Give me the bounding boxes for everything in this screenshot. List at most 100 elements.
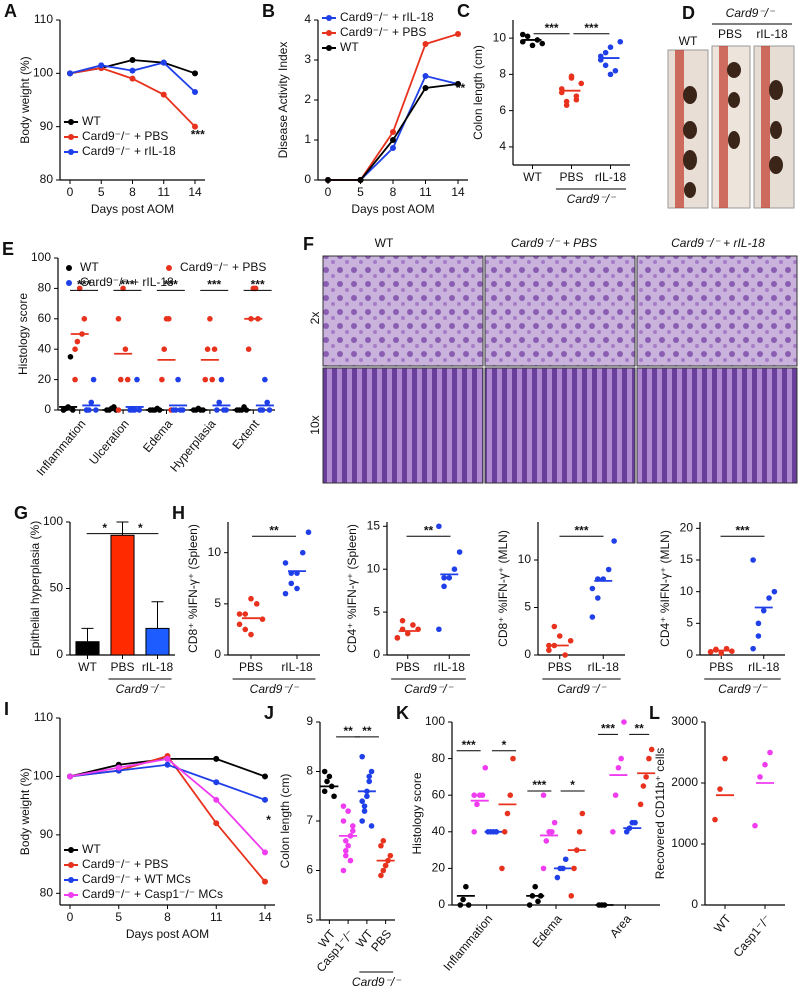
point bbox=[213, 755, 220, 762]
x-tick-label: 5 bbox=[357, 185, 364, 199]
point bbox=[546, 642, 552, 649]
y-tick-label: 80 bbox=[40, 172, 54, 186]
point bbox=[69, 407, 76, 413]
image-label: PBS bbox=[718, 27, 742, 41]
y-tick-label: 3000 bbox=[671, 714, 698, 728]
point bbox=[350, 828, 356, 834]
x-tick-label: 8 bbox=[129, 185, 136, 199]
y-tick-label: 10 bbox=[493, 30, 507, 44]
legend-marker bbox=[68, 892, 74, 898]
y-tick-label: 8 bbox=[306, 764, 313, 778]
point bbox=[540, 865, 547, 872]
point bbox=[571, 865, 577, 872]
y-tick-label: 10 bbox=[367, 561, 381, 575]
point bbox=[252, 285, 259, 292]
y-tick-label: 2 bbox=[304, 92, 311, 106]
legend-marker bbox=[68, 847, 74, 853]
point bbox=[422, 85, 429, 91]
column-label: WT bbox=[375, 236, 394, 250]
y-tick-label: 100 bbox=[33, 769, 53, 783]
y-axis-label: Recovered CD11b⁺ cells bbox=[653, 748, 667, 880]
point bbox=[164, 755, 171, 762]
y-tick-label: 110 bbox=[34, 12, 53, 26]
point bbox=[540, 792, 547, 798]
point bbox=[378, 842, 384, 849]
point bbox=[345, 842, 351, 849]
point bbox=[179, 407, 186, 413]
point bbox=[321, 788, 328, 795]
point bbox=[568, 73, 575, 79]
point bbox=[554, 874, 561, 881]
point bbox=[160, 91, 167, 98]
y-tick-label: 60 bbox=[432, 787, 446, 801]
point bbox=[242, 626, 249, 633]
legend-marker bbox=[326, 30, 332, 36]
point bbox=[757, 774, 763, 780]
point bbox=[117, 376, 124, 383]
group-label: Card9⁻/⁻ bbox=[116, 682, 166, 696]
point bbox=[546, 647, 552, 654]
x-tick-label: 11 bbox=[419, 185, 432, 199]
y-tick-label: 80 bbox=[38, 281, 52, 295]
point bbox=[562, 652, 568, 658]
point bbox=[501, 829, 508, 835]
point bbox=[410, 622, 416, 628]
annotation: *** bbox=[207, 278, 221, 292]
point bbox=[712, 816, 718, 823]
point bbox=[766, 595, 772, 601]
y-tick-label: 100 bbox=[31, 250, 51, 264]
annotation: *** bbox=[120, 278, 134, 292]
x-tick-label: rIL-18 bbox=[748, 660, 780, 674]
panel-letter: A bbox=[4, 1, 17, 21]
point bbox=[288, 580, 295, 587]
y-tick-label: 1 bbox=[304, 132, 311, 146]
image-label: WT bbox=[679, 34, 698, 48]
point bbox=[457, 902, 464, 908]
x-tick-label: Extent bbox=[229, 416, 262, 452]
point bbox=[282, 590, 289, 597]
legend-label: Card9⁻/⁻ + PBS bbox=[180, 260, 266, 274]
point bbox=[640, 783, 647, 789]
point bbox=[576, 829, 583, 835]
point bbox=[218, 376, 225, 383]
annotation: ** bbox=[424, 523, 434, 537]
point bbox=[253, 601, 260, 607]
x-tick-label: Hyperplasia bbox=[167, 417, 219, 475]
point bbox=[259, 407, 266, 413]
point bbox=[729, 648, 735, 654]
point bbox=[72, 376, 78, 383]
point bbox=[248, 595, 254, 602]
point bbox=[436, 523, 442, 530]
point bbox=[707, 649, 714, 655]
annotation: ** bbox=[343, 724, 353, 738]
y-axis-label: Body weight (%) bbox=[18, 768, 32, 855]
y-tick-label: 4 bbox=[304, 12, 311, 26]
legend-marker bbox=[68, 877, 74, 883]
point bbox=[131, 407, 138, 413]
point bbox=[368, 768, 375, 775]
point bbox=[242, 611, 249, 617]
panel-letter: K bbox=[396, 703, 409, 723]
point bbox=[612, 792, 619, 798]
y-tick-label: 40 bbox=[38, 341, 52, 355]
legend-marker bbox=[68, 134, 74, 140]
y-tick-label: 100 bbox=[43, 514, 63, 528]
y-axis-label: Colon length (cm) bbox=[278, 774, 292, 869]
y-tick-label: 6 bbox=[306, 863, 313, 877]
legend-label: Card9⁻/⁻ + rIL-18 bbox=[340, 10, 434, 24]
x-tick-label: PBS bbox=[709, 660, 733, 674]
y-tick-label: 0 bbox=[56, 647, 63, 661]
point bbox=[245, 346, 252, 353]
point bbox=[767, 749, 773, 756]
point bbox=[368, 823, 375, 829]
point bbox=[499, 865, 505, 872]
point bbox=[67, 773, 73, 780]
point bbox=[88, 399, 95, 406]
y-tick-label: 20 bbox=[432, 861, 446, 875]
legend-label: Card9⁻/⁻ + PBS bbox=[340, 25, 426, 39]
x-tick-label: rIL-18 bbox=[588, 660, 620, 674]
point bbox=[615, 764, 622, 771]
x-tick-label: WT bbox=[78, 660, 97, 674]
point bbox=[755, 620, 762, 627]
